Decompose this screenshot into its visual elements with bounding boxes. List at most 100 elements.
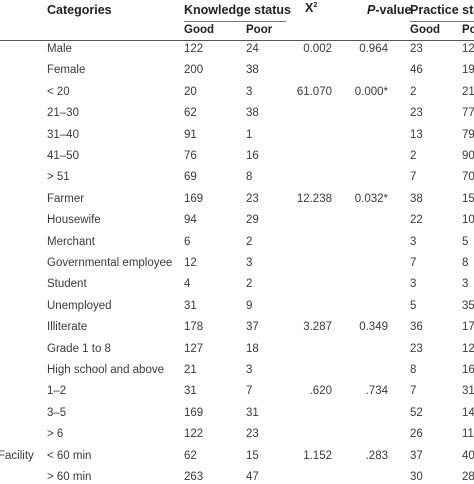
cell-practice-good: 7 xyxy=(410,385,417,397)
cell-knowledge-poor: 7 xyxy=(246,385,253,397)
cell-category: Illiterate xyxy=(47,321,88,333)
cell-practice-good: 2 xyxy=(410,150,417,162)
cell-chi-square: 12.238 xyxy=(296,193,332,205)
cell-chi-square: 1.152 xyxy=(303,450,332,462)
cell-category: 41–50 xyxy=(47,150,79,162)
cell-practice-good: 5 xyxy=(410,300,417,312)
cell-knowledge-good: 31 xyxy=(184,385,197,397)
cell-knowledge-good: 76 xyxy=(184,150,197,162)
cell-practice-good: 30 xyxy=(410,471,423,483)
cell-category: Farmer xyxy=(47,193,85,205)
cell-knowledge-good: 169 xyxy=(184,407,204,419)
cell-knowledge-poor: 8 xyxy=(246,171,253,183)
header-bottom-rule xyxy=(0,40,474,41)
cell-practice-good: 38 xyxy=(410,193,423,205)
cell-category: Male xyxy=(47,43,72,55)
cell-knowledge-poor: 37 xyxy=(246,321,259,333)
cell-knowledge-good: 200 xyxy=(184,64,204,76)
cell-knowledge-poor: 23 xyxy=(246,428,259,440)
header-knowledge-status: Knowledge status xyxy=(184,3,291,17)
cell-p-value: .734 xyxy=(365,385,388,397)
cell-practice-good: 46 xyxy=(410,64,423,76)
cell-category: Student xyxy=(47,278,87,290)
subheader-practice-good: Good xyxy=(410,24,441,36)
subheader-practice-poor: Po xyxy=(462,24,474,36)
cell-knowledge-poor: 1 xyxy=(246,129,253,141)
cell-practice-good: 23 xyxy=(410,343,423,355)
cell-practice-poor: 19 xyxy=(462,64,474,76)
cell-category: < 20 xyxy=(47,86,70,98)
cell-practice-poor: 16 xyxy=(462,364,474,376)
cell-category: Governmental employee xyxy=(47,257,173,269)
header-practice-status: Practice stat xyxy=(410,3,474,17)
cell-knowledge-poor: 9 xyxy=(246,300,253,312)
cell-category: > 51 xyxy=(47,171,70,183)
cell-practice-poor: 77 xyxy=(462,107,474,119)
cell-knowledge-good: 122 xyxy=(184,43,204,55)
header-rule-practice xyxy=(410,21,474,22)
cell-practice-poor: 11 xyxy=(462,428,474,440)
cell-practice-poor: 3 xyxy=(462,278,469,290)
cell-practice-poor: 15 xyxy=(462,193,474,205)
cell-knowledge-poor: 29 xyxy=(246,214,259,226)
cell-practice-good: 37 xyxy=(410,450,423,462)
cell-practice-poor: 14 xyxy=(462,407,474,419)
cell-knowledge-poor: 18 xyxy=(246,343,259,355)
cell-knowledge-poor: 31 xyxy=(246,407,259,419)
cell-practice-good: 3 xyxy=(410,278,417,290)
cell-p-value: .283 xyxy=(365,450,388,462)
cell-practice-poor: 10 xyxy=(462,214,474,226)
cell-practice-poor: 79 xyxy=(462,129,474,141)
cell-knowledge-poor: 38 xyxy=(246,107,259,119)
cell-practice-good: 7 xyxy=(410,171,417,183)
cell-practice-poor: 12 xyxy=(462,43,474,55)
cell-knowledge-poor: 24 xyxy=(246,43,259,55)
cell-practice-good: 7 xyxy=(410,257,417,269)
cell-knowledge-poor: 3 xyxy=(246,86,253,98)
cell-category: 1–2 xyxy=(47,385,67,397)
cell-practice-poor: 35 xyxy=(462,300,474,312)
header-p-value: P-value xyxy=(367,3,412,17)
header-rule-knowledge xyxy=(184,21,286,22)
cell-category: High school and above xyxy=(47,364,164,376)
cell-knowledge-good: 31 xyxy=(184,300,197,312)
cell-knowledge-poor: 3 xyxy=(246,364,253,376)
cell-knowledge-poor: 2 xyxy=(246,278,253,290)
cell-chi-square: .620 xyxy=(309,385,332,397)
cell-knowledge-good: 20 xyxy=(184,86,197,98)
cell-knowledge-good: 169 xyxy=(184,193,204,205)
cell-p-value: 0.032* xyxy=(354,193,388,205)
cell-knowledge-good: 62 xyxy=(184,107,197,119)
cell-knowledge-good: 62 xyxy=(184,450,197,462)
cell-chi-square: 3.287 xyxy=(303,321,332,333)
cell-practice-good: 23 xyxy=(410,43,423,55)
cell-category: > 60 min xyxy=(47,471,92,483)
cell-knowledge-good: 69 xyxy=(184,171,197,183)
cell-practice-poor: 70 xyxy=(462,171,474,183)
cell-category: Merchant xyxy=(47,236,95,248)
cell-practice-poor: 12 xyxy=(462,343,474,355)
cell-knowledge-good: 4 xyxy=(184,278,191,290)
cell-knowledge-good: 94 xyxy=(184,214,197,226)
cell-knowledge-good: 127 xyxy=(184,343,204,355)
cell-practice-good: 26 xyxy=(410,428,423,440)
cell-category: 31–40 xyxy=(47,129,79,141)
cell-knowledge-good: 122 xyxy=(184,428,204,440)
header-chi-square: X2 xyxy=(305,1,318,15)
subheader-knowledge-good: Good xyxy=(184,24,215,36)
cell-practice-good: 8 xyxy=(410,364,417,376)
cell-knowledge-good: 21 xyxy=(184,364,197,376)
cell-knowledge-poor: 47 xyxy=(246,471,259,483)
cell-knowledge-poor: 38 xyxy=(246,64,259,76)
cell-practice-poor: 8 xyxy=(462,257,469,269)
cell-practice-poor: 21 xyxy=(462,86,474,98)
cell-category: > 6 xyxy=(47,428,64,440)
cell-practice-poor: 28 xyxy=(462,471,474,483)
cell-knowledge-poor: 2 xyxy=(246,236,253,248)
cell-category: 3–5 xyxy=(47,407,67,419)
cell-practice-good: 52 xyxy=(410,407,423,419)
cell-practice-good: 2 xyxy=(410,86,417,98)
cell-practice-poor: 90 xyxy=(462,150,474,162)
cell-practice-poor: 40 xyxy=(462,450,474,462)
